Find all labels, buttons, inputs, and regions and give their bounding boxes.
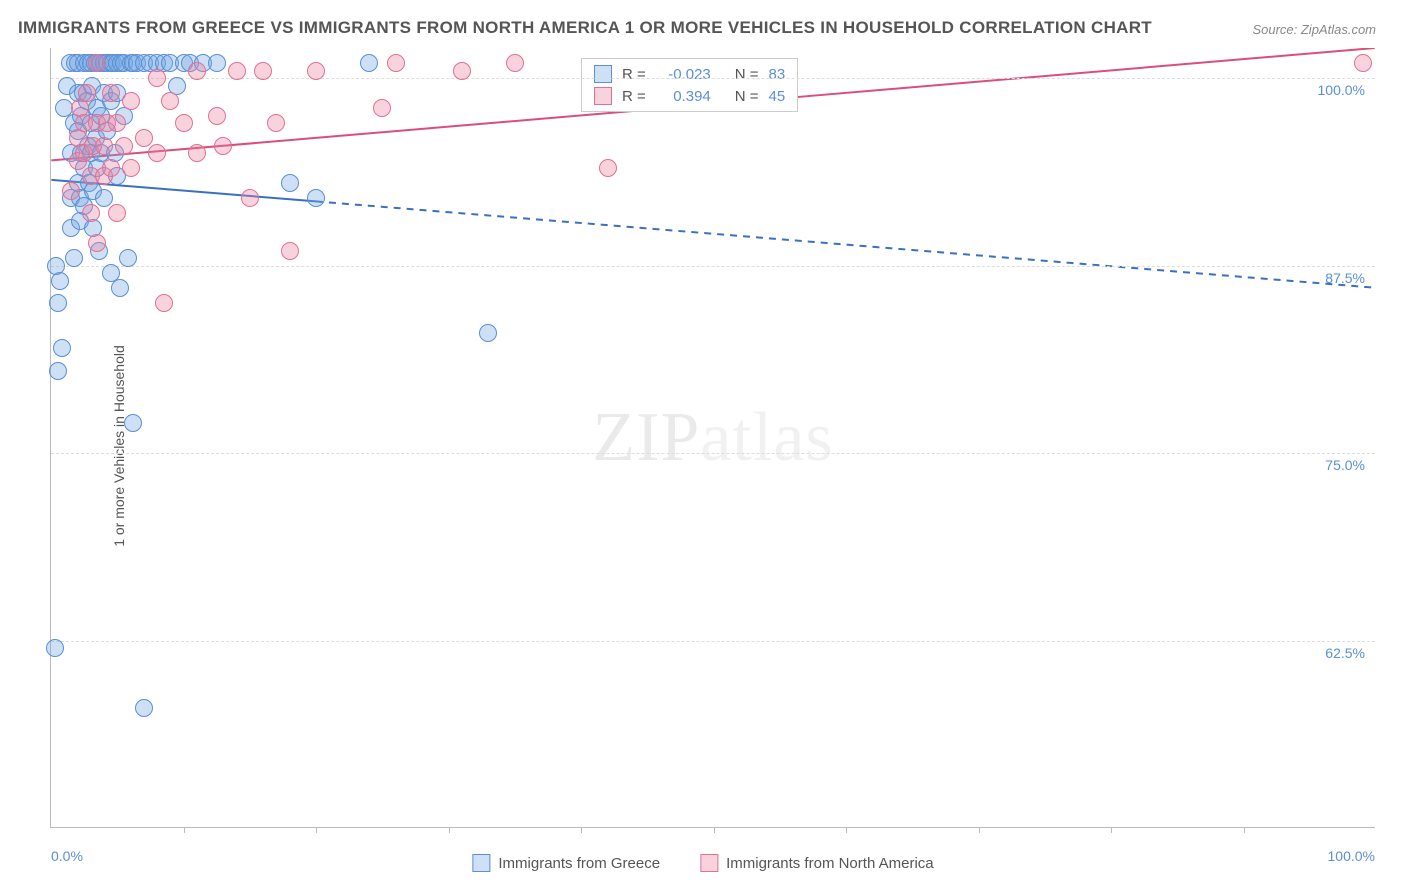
x-tick-mark [1111,827,1112,833]
scatter-point [148,69,166,87]
scatter-point [47,257,65,275]
scatter-point [188,62,206,80]
scatter-point [175,114,193,132]
stats-row: R =-0.023N =83 [582,63,797,85]
scatter-point [111,279,129,297]
scatter-point [281,242,299,260]
x-tick-label: 100.0% [1328,848,1375,864]
scatter-point [108,204,126,222]
scatter-point [62,182,80,200]
x-tick-mark [581,827,582,833]
scatter-point [161,92,179,110]
gridline [51,641,1375,642]
x-tick-mark [184,827,185,833]
legend-item: Immigrants from Greece [472,854,660,872]
scatter-point [241,189,259,207]
scatter-point [506,54,524,72]
scatter-point [453,62,471,80]
x-tick-mark [316,827,317,833]
scatter-point [1354,54,1372,72]
y-tick-label: 100.0% [1318,82,1365,98]
scatter-point [214,137,232,155]
scatter-point [95,189,113,207]
scatter-point [122,159,140,177]
scatter-point [88,234,106,252]
y-tick-label: 87.5% [1325,270,1365,286]
scatter-point [479,324,497,342]
scatter-point [155,294,173,312]
scatter-point [135,699,153,717]
x-tick-mark [979,827,980,833]
scatter-point [387,54,405,72]
source-label: Source: ZipAtlas.com [1252,22,1376,37]
scatter-point [119,249,137,267]
scatter-point [122,92,140,110]
stats-row: R =0.394N =45 [582,85,797,107]
scatter-point [307,189,325,207]
scatter-point [254,62,272,80]
scatter-point [102,159,120,177]
gridline [51,453,1375,454]
scatter-point [65,249,83,267]
stats-legend: R =-0.023N =83R =0.394N =45 [581,58,798,112]
scatter-point [228,62,246,80]
gridline [51,78,1375,79]
series-legend: Immigrants from Greece Immigrants from No… [472,854,933,872]
scatter-point [307,62,325,80]
x-tick-mark [449,827,450,833]
scatter-point [115,137,133,155]
scatter-point [82,204,100,222]
scatter-point [148,144,166,162]
x-tick-mark [846,827,847,833]
scatter-point [208,54,226,72]
scatter-point [208,107,226,125]
x-tick-mark [714,827,715,833]
gridline [51,266,1375,267]
scatter-point [360,54,378,72]
scatter-point [88,54,106,72]
y-tick-label: 75.0% [1325,457,1365,473]
scatter-point [281,174,299,192]
y-tick-label: 62.5% [1325,645,1365,661]
scatter-point [108,114,126,132]
scatter-point [49,294,67,312]
chart-title: IMMIGRANTS FROM GREECE VS IMMIGRANTS FRO… [18,18,1152,38]
watermark: ZIPatlas [592,398,833,478]
trend-lines [51,48,1375,827]
scatter-point [46,639,64,657]
scatter-point [102,84,120,102]
scatter-point [599,159,617,177]
scatter-point [188,144,206,162]
scatter-point [373,99,391,117]
scatter-point [124,414,142,432]
x-tick-label: 0.0% [51,848,83,864]
scatter-point [267,114,285,132]
scatter-point [53,339,71,357]
x-tick-mark [1244,827,1245,833]
scatter-point [95,137,113,155]
legend-item: Immigrants from North America [700,854,934,872]
scatter-point [49,362,67,380]
plot-area: ZIPatlas R =-0.023N =83R =0.394N =45 62.… [50,48,1375,828]
scatter-point [135,129,153,147]
scatter-point [78,84,96,102]
